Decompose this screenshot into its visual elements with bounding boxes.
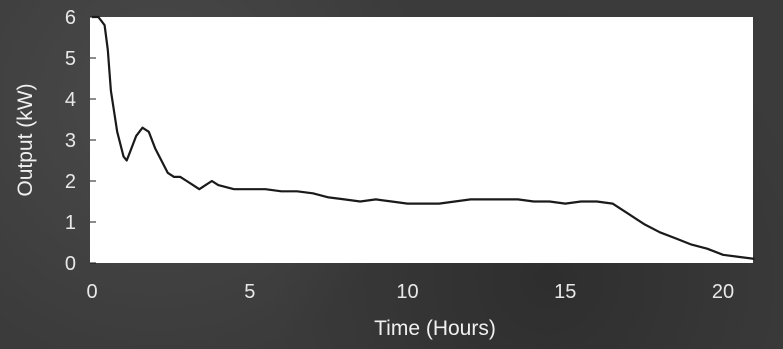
y-tick-label: 3 [65,130,76,152]
plot-area [90,17,753,263]
x-tick-label: 20 [712,281,734,303]
x-tick-label: 15 [554,281,576,303]
y-tick-label: 6 [65,7,76,29]
y-axis: 0 1 2 3 4 5 6 [65,7,96,275]
y-axis-label: Output (kW) [14,83,37,196]
y-tick-label: 4 [65,89,76,111]
y-tick-label: 1 [65,212,76,234]
x-axis: 0 5 10 15 20 [86,281,734,303]
y-tick-label: 2 [65,171,76,193]
x-axis-label: Time (Hours) [374,317,496,340]
x-tick-label: 0 [86,281,97,303]
x-tick-label: 10 [396,281,418,303]
y-tick-label: 0 [65,253,76,275]
series-line [92,15,755,260]
y-tick-label: 5 [65,48,76,70]
x-tick-label: 5 [244,281,255,303]
